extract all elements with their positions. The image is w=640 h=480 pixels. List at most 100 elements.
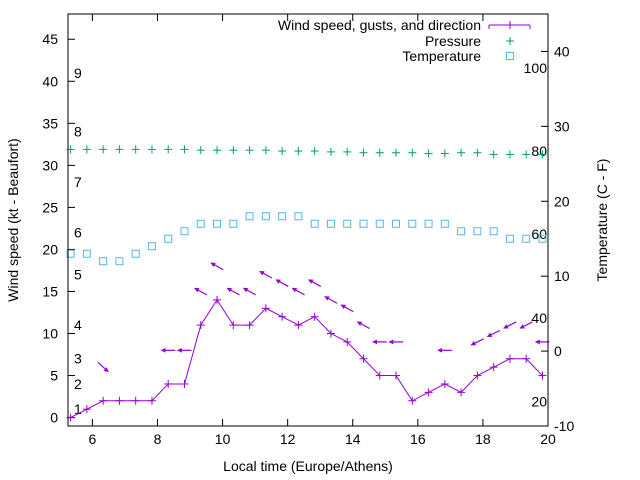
plot-frame: [67, 13, 549, 427]
legend-swatch-wind-marker: [506, 21, 514, 29]
temperature-point: [343, 219, 352, 228]
wind-direction-arrow: [259, 270, 273, 279]
pressure-point: [213, 146, 222, 155]
legend: Wind speed, gusts, and direction Pressur…: [278, 17, 531, 64]
wind-speed-point: [261, 304, 270, 313]
temperature-point: [229, 219, 238, 228]
pressure-point: [164, 145, 173, 154]
temperature-point: [473, 227, 482, 236]
x-tick-label: 14: [345, 431, 361, 447]
pressure-point: [261, 146, 270, 155]
x-axis-label: Local time (Europe/Athens): [223, 458, 393, 474]
pressure-point: [457, 148, 466, 157]
temperature-point: [392, 219, 401, 228]
wind-speed-point: [359, 354, 368, 363]
temperature-point: [261, 212, 270, 221]
temperature-point: [375, 219, 384, 228]
pressure-point: [473, 148, 482, 157]
wind-speed-point: [538, 371, 547, 380]
y-left-tick-label: 20: [42, 241, 58, 257]
beaufort-label: 1: [74, 401, 82, 417]
pressure-point: [359, 148, 368, 157]
beaufort-label: 9: [74, 65, 82, 81]
wind-speed-point: [278, 312, 287, 321]
pressure-point: [343, 147, 352, 156]
y-left-tick-label: 30: [42, 157, 58, 173]
temperature-point: [408, 219, 417, 228]
wind-speed-point: [99, 396, 108, 405]
temperature-point: [278, 212, 287, 221]
pressure-point: [440, 149, 449, 158]
wind-speed-point: [473, 371, 482, 380]
temperature-point: [538, 234, 547, 243]
wind-direction-arrow: [243, 287, 257, 296]
legend-swatch-pressure: [506, 37, 514, 45]
x-tick-label: 18: [475, 431, 491, 447]
wind-speed-point: [489, 363, 498, 372]
pressure-point: [294, 147, 303, 156]
temperature-point: [99, 257, 108, 266]
wind-speed-line: [70, 298, 543, 419]
temperature-point: [326, 219, 335, 228]
temperature-point: [424, 219, 433, 228]
wind-speed-point: [326, 329, 335, 338]
pressure-point: [522, 150, 531, 159]
beaufort-label: 7: [74, 174, 82, 190]
wind-direction-arrow: [275, 279, 289, 287]
wind-direction-arrow: [486, 329, 501, 338]
wind-direction-arrow: [308, 279, 322, 287]
temperature-point: [147, 242, 156, 251]
wind-direction-arrow: [226, 287, 240, 296]
temperature-point: [115, 257, 124, 266]
temperature-point: [489, 227, 498, 236]
wind-speed-point: [310, 312, 319, 321]
wind-direction-arrow: [503, 321, 517, 329]
wind-speed-point: [392, 371, 401, 380]
beaufort-label: 3: [74, 351, 82, 367]
y-right-tick-label: 20: [554, 193, 570, 209]
wind-speed-point: [343, 337, 352, 346]
wind-speed-point: [375, 371, 384, 380]
pressure-point: [99, 145, 108, 154]
temperature-point: [359, 219, 368, 228]
pressure-point: [147, 145, 156, 154]
legend-label-temperature: Temperature: [402, 48, 481, 64]
y-left-tick-label: 10: [42, 326, 58, 342]
wind-speed-point: [245, 321, 254, 330]
y-left-tick-label: 40: [42, 73, 58, 89]
y-left-tick-label: 45: [42, 31, 58, 47]
wind-speed-point: [522, 354, 531, 363]
pressure-point: [538, 150, 547, 159]
pressure-point: [505, 150, 514, 159]
wind-direction-arrow: [194, 287, 208, 296]
wind-speed-point: [196, 321, 205, 330]
beaufort-label: 8: [74, 124, 82, 140]
pressure-point: [489, 150, 498, 159]
fahrenheit-label: 80: [531, 143, 547, 159]
fahrenheit-label: 20: [531, 393, 547, 409]
legend-swatches: [488, 21, 531, 60]
wind-speed-point: [229, 321, 238, 330]
x-tick-label: 20: [540, 431, 556, 447]
wind-direction-arrow: [519, 321, 533, 329]
beaufort-label: 6: [74, 225, 82, 241]
wind-speed-point: [115, 396, 124, 405]
beaufort-label: 4: [74, 317, 82, 333]
y-right-tick-label: 0: [554, 343, 562, 359]
y-axis-label-right: Temperature (C - F): [594, 159, 610, 282]
wind-speed-point: [213, 295, 222, 304]
temperature-point: [294, 212, 303, 221]
fahrenheit-label: 100: [524, 60, 548, 76]
y-right-tick-label: 10: [554, 268, 570, 284]
temperature-point: [440, 219, 449, 228]
y-left-tick-label: 0: [50, 410, 58, 426]
y-left-tick-label: 25: [42, 199, 58, 215]
wind-speed-point: [294, 321, 303, 330]
y-left-tick-label: 5: [50, 368, 58, 384]
pressure-point: [229, 146, 238, 155]
tick-layer: 6 8 10 12 14 16 18 20051015202530354045-1001020…: [42, 14, 574, 447]
temperature-point: [66, 249, 75, 258]
legend-swatch-temperature: [506, 52, 514, 60]
x-tick-label: 6: [89, 431, 97, 447]
